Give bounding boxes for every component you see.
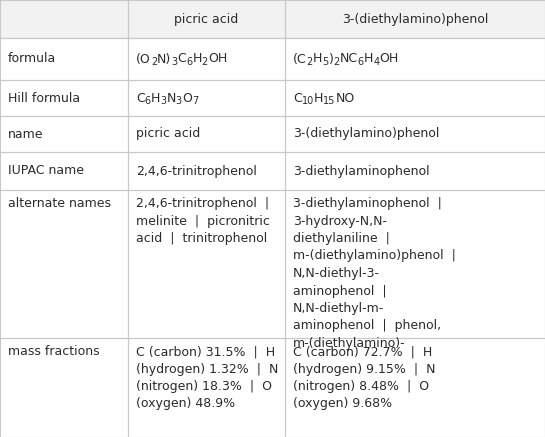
Bar [128,80,285,116]
Text: name: name [8,128,44,141]
Text: 2,4,6-trinitrophenol: 2,4,6-trinitrophenol [136,164,257,177]
Bar [0,80,128,116]
Bar [128,116,285,152]
Text: 3-diethylaminophenol  |
3-hydroxy-N,N-
diethylaniline  |
m-(diethylamino)phenol : 3-diethylaminophenol | 3-hydroxy-N,N- di… [293,197,456,350]
Text: 4: 4 [373,57,379,67]
Text: 3-diethylaminophenol: 3-diethylaminophenol [293,164,429,177]
Text: H: H [364,52,373,66]
Bar [128,338,285,437]
Text: 3: 3 [175,96,182,106]
Text: 3: 3 [160,96,166,106]
Text: (O: (O [136,52,151,66]
Text: 3: 3 [171,57,177,67]
Bar [285,0,545,38]
Bar [0,152,128,190]
Text: O: O [182,91,192,104]
Text: NO: NO [336,91,355,104]
Text: C (carbon) 72.7%  |  H
(hydrogen) 9.15%  |  N
(nitrogen) 8.48%  |  O
(oxygen) 9.: C (carbon) 72.7% | H (hydrogen) 9.15% | … [293,345,435,410]
Text: C: C [136,91,145,104]
Bar [0,38,128,80]
Bar [285,116,545,152]
Text: 6: 6 [358,57,364,67]
Text: NC: NC [340,52,358,66]
Text: C: C [177,52,186,66]
Text: ): ) [329,52,334,66]
Text: picric acid: picric acid [174,13,239,25]
Bar [128,190,285,338]
Text: OH: OH [208,52,227,66]
Text: (C: (C [293,52,307,66]
Text: OH: OH [379,52,398,66]
Text: 15: 15 [323,96,336,106]
Text: picric acid: picric acid [136,128,200,141]
Text: 6: 6 [145,96,151,106]
Text: N: N [166,91,175,104]
Text: mass fractions: mass fractions [8,345,100,358]
Bar [285,190,545,338]
Text: N): N) [157,52,171,66]
Bar [0,338,128,437]
Text: H: H [192,52,202,66]
Bar [128,152,285,190]
Text: 2: 2 [307,57,313,67]
Text: 2: 2 [202,57,208,67]
Text: 7: 7 [192,96,198,106]
Bar [128,0,285,38]
Bar [285,338,545,437]
Text: H: H [151,91,160,104]
Text: formula: formula [8,52,56,66]
Text: C: C [293,91,302,104]
Bar [285,152,545,190]
Bar [0,0,128,38]
Text: Hill formula: Hill formula [8,91,80,104]
Text: alternate names: alternate names [8,197,111,210]
Text: 10: 10 [302,96,314,106]
Text: 3-(diethylamino)phenol: 3-(diethylamino)phenol [293,128,439,141]
Text: 2: 2 [334,57,340,67]
Bar [285,38,545,80]
Bar [128,38,285,80]
Text: 3-(diethylamino)phenol: 3-(diethylamino)phenol [342,13,488,25]
Text: C (carbon) 31.5%  |  H
(hydrogen) 1.32%  |  N
(nitrogen) 18.3%  |  O
(oxygen) 48: C (carbon) 31.5% | H (hydrogen) 1.32% | … [136,345,278,410]
Text: H: H [314,91,323,104]
Text: H: H [313,52,322,66]
Text: IUPAC name: IUPAC name [8,164,84,177]
Text: 2: 2 [151,57,157,67]
Text: 2,4,6-trinitrophenol  |
melinite  |  picronitric
acid  |  trinitrophenol: 2,4,6-trinitrophenol | melinite | picron… [136,197,270,245]
Bar [0,116,128,152]
Text: 6: 6 [186,57,192,67]
Bar [0,190,128,338]
Bar [285,80,545,116]
Text: 5: 5 [322,57,329,67]
